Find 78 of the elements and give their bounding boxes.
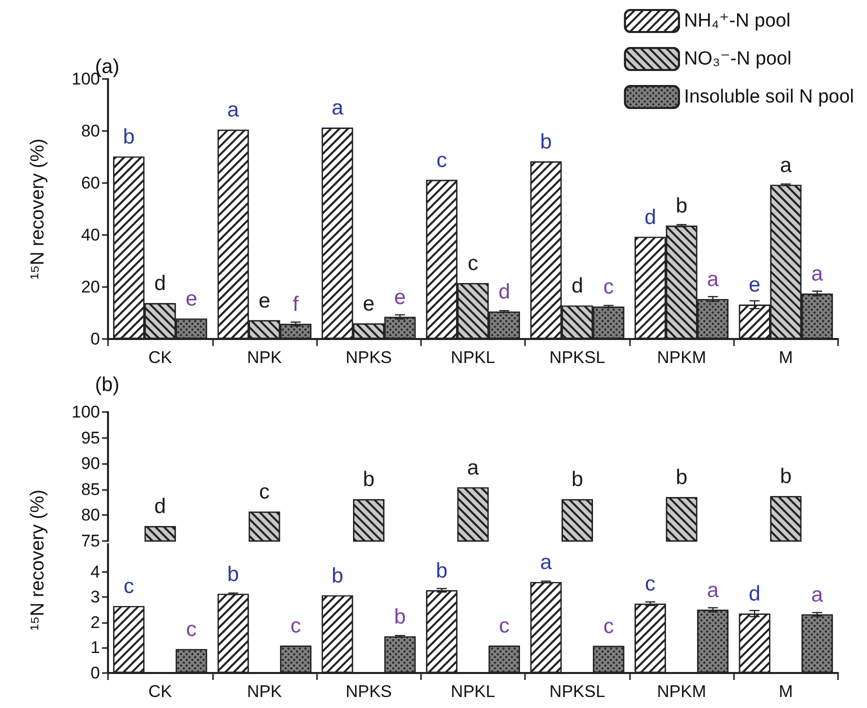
y-tick-label: 0 <box>90 664 100 682</box>
data-label: d <box>571 274 584 298</box>
data-label: c <box>603 614 614 638</box>
y-tick-label: 80 <box>81 122 100 140</box>
data-label: c <box>259 480 270 504</box>
data-label: a <box>332 96 344 120</box>
data-label: c <box>468 252 478 276</box>
y-axis-title: ¹⁵N recovery (%) <box>28 490 48 630</box>
y-tick-label: 60 <box>81 174 100 192</box>
data-label: c <box>124 574 134 598</box>
y-tick-label: 1 <box>90 638 100 658</box>
data-label: a <box>467 456 480 480</box>
data-label: c <box>499 614 510 638</box>
x-tick-label: NPKS <box>346 348 392 367</box>
data-label: c <box>603 276 614 298</box>
data-label: a <box>811 262 824 286</box>
x-tick-label: NPKL <box>450 682 496 701</box>
y-tick-label: 90 <box>81 454 100 474</box>
data-label: b <box>676 466 688 490</box>
y-tick-label: 0 <box>90 330 100 348</box>
legend-label: NO₃⁻-N pool <box>684 48 792 70</box>
data-label: c <box>186 618 197 641</box>
data-label: b <box>780 465 792 488</box>
y-tick-label: 75 <box>81 532 100 550</box>
data-label: b <box>540 130 552 154</box>
x-tick-label: CK <box>148 348 173 367</box>
x-tick-label: M <box>778 682 793 701</box>
data-label: c <box>290 614 301 638</box>
data-label: d <box>644 206 656 229</box>
x-tick-label: NPKSL <box>549 682 606 701</box>
legend-label: NH₄⁺-N pool <box>684 10 790 32</box>
x-tick-label: NPKL <box>450 348 496 367</box>
data-label: c <box>436 148 447 172</box>
data-label: f <box>292 292 299 316</box>
y-tick-label: 100 <box>72 402 100 422</box>
data-label: a <box>707 268 720 291</box>
x-tick-label: NPKS <box>346 682 392 701</box>
data-label: a <box>811 583 824 606</box>
data-label: a <box>707 578 720 602</box>
y-tick-label: 95 <box>81 428 100 448</box>
legend-label: Insoluble soil N pool <box>684 86 854 108</box>
y-tick-label: 85 <box>81 480 100 499</box>
data-label: b <box>362 468 375 492</box>
data-label: d <box>748 582 760 606</box>
data-label: a <box>227 98 240 122</box>
data-label: d <box>154 495 166 518</box>
data-label: b <box>676 194 688 218</box>
x-tick-label: NPKSL <box>549 348 606 367</box>
x-tick-label: CK <box>148 682 173 701</box>
data-label: d <box>498 280 510 304</box>
data-label: e <box>362 292 375 316</box>
data-label: e <box>186 287 198 310</box>
data-label: b <box>394 605 406 628</box>
data-label: c <box>645 572 656 596</box>
data-label: d <box>154 272 166 296</box>
y-tick-label: 40 <box>81 226 100 244</box>
chart-title: (b) <box>95 374 120 396</box>
y-axis-title: ¹⁵N recovery (%) <box>28 138 48 280</box>
data-label: b <box>123 125 135 148</box>
data-label: e <box>394 286 406 309</box>
data-label: e <box>258 289 270 312</box>
data-label: a <box>540 550 552 574</box>
data-label: b <box>571 468 584 492</box>
y-tick-label: 2 <box>90 612 100 632</box>
data-label: b <box>227 562 239 586</box>
data-label: b <box>436 559 448 582</box>
y-tick-label: 4 <box>90 562 100 582</box>
x-tick-label: M <box>778 348 793 367</box>
x-tick-label: NPK <box>246 348 283 367</box>
y-tick-label: 3 <box>90 588 100 607</box>
data-label: e <box>748 274 760 297</box>
data-label: b <box>332 564 344 588</box>
x-tick-label: NPKM <box>657 682 706 701</box>
x-tick-label: NPKM <box>657 348 706 367</box>
x-tick-label: NPK <box>246 682 283 701</box>
y-tick-label: 80 <box>81 506 100 525</box>
y-tick-label: 20 <box>81 278 100 296</box>
data-label: a <box>780 154 792 177</box>
